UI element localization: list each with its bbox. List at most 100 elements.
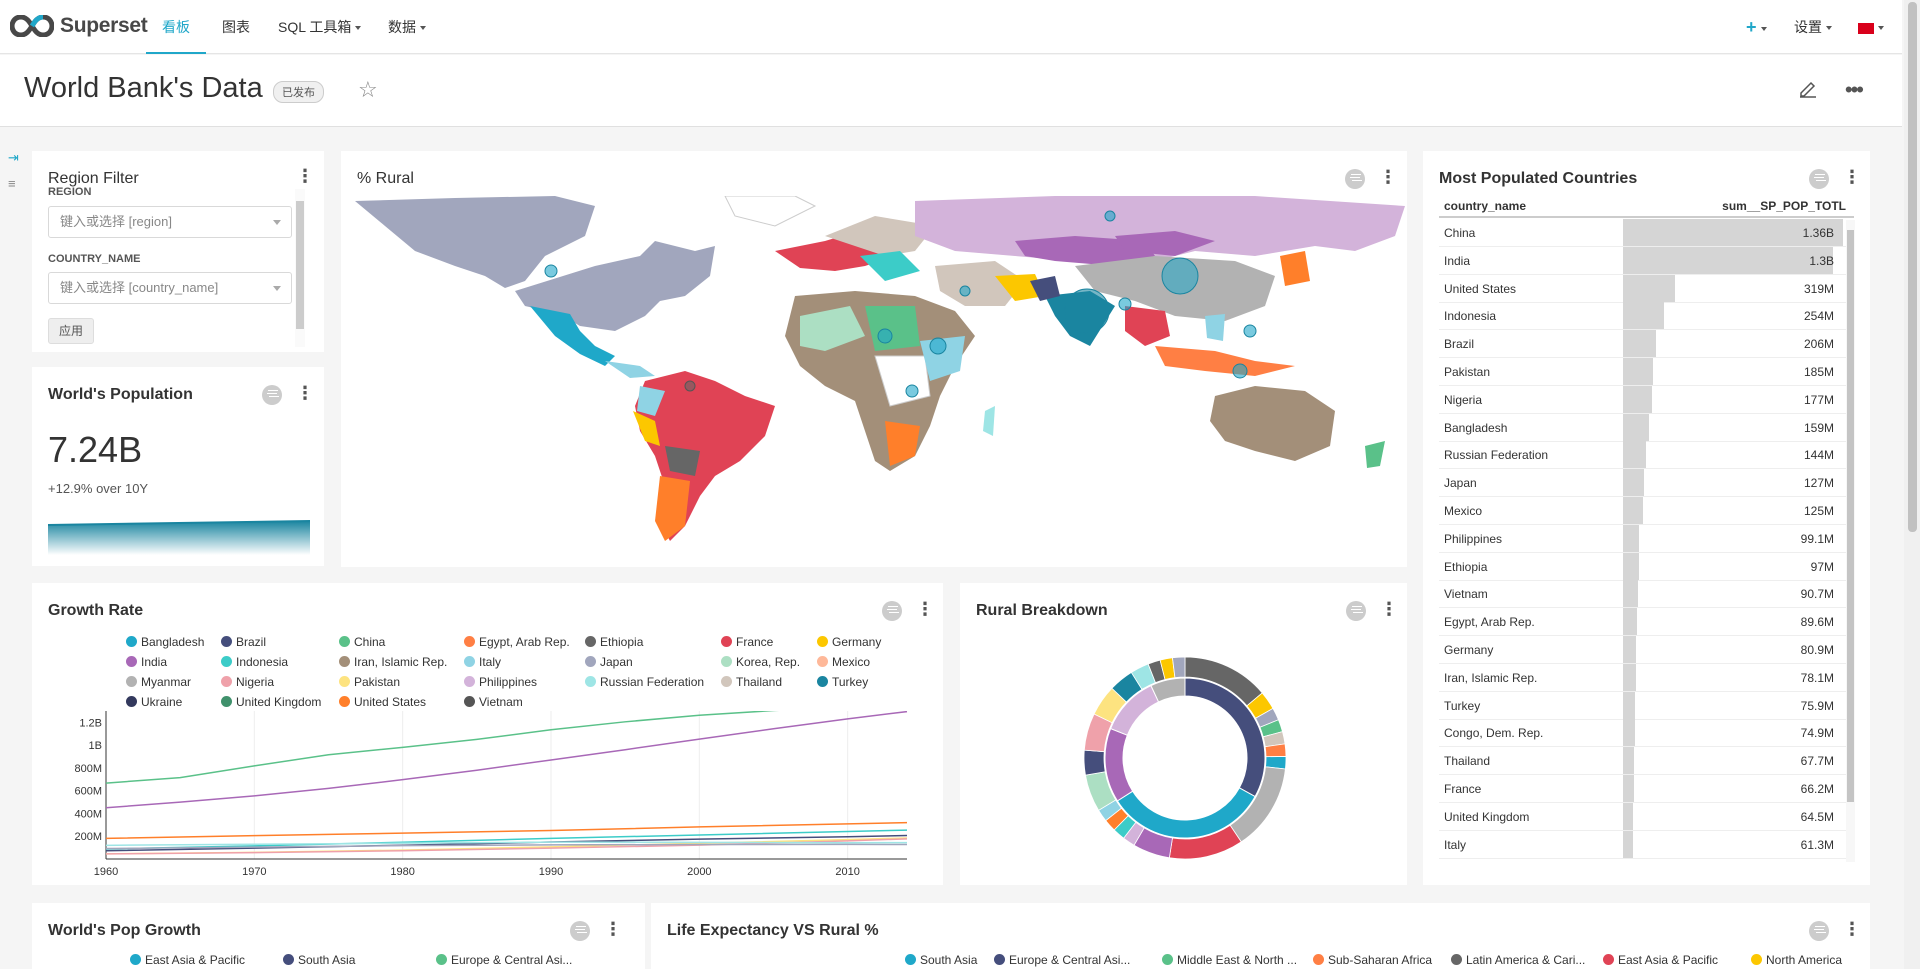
map-bubble-brazil[interactable] [684,380,696,392]
world-map[interactable] [355,196,1405,556]
legend-item[interactable]: East Asia & Pacific [130,953,245,967]
superset-logo[interactable]: Superset [10,14,148,38]
map-region-indonesia[interactable] [1155,346,1295,376]
nav-data[interactable]: 数据 [388,0,426,54]
nav-charts[interactable]: 图表 [222,19,250,35]
legend-item[interactable]: Vietnam [464,695,523,709]
table-row[interactable]: Bangladesh 159M [1439,413,1846,442]
growth-line-chart[interactable]: 1960 1970 1980 1990 2000 2010 1.2B 1B 800M 600M 40… [32,711,943,881]
map-region-central-america[interactable] [605,361,655,378]
map-region-new-zealand[interactable] [1365,441,1385,468]
map-region-middle-east[interactable] [935,261,1025,306]
new-menu[interactable]: + [1746,0,1767,54]
table-row[interactable]: Vietnam 90.7M [1439,580,1846,609]
legend-item[interactable]: Japan [585,655,633,669]
settings-menu[interactable]: 设置 [1794,0,1832,54]
dashboard-title[interactable]: World Bank's Data [24,72,263,104]
page-scrollbar[interactable] [1904,0,1920,969]
map-region-usa[interactable] [515,241,715,331]
table-row[interactable]: Philippines 99.1M [1439,524,1846,553]
table-row[interactable]: Mexico 125M [1439,497,1846,525]
country-name-select[interactable]: 键入或选择 [country_name] [48,272,292,304]
map-bubble-usa[interactable] [544,264,558,278]
table-row[interactable]: Iran, Islamic Rep. 78.1M [1439,663,1846,692]
table-row[interactable]: Russian Federation 144M [1439,441,1846,470]
legend-item[interactable]: India [126,655,167,669]
series-line-china[interactable] [105,711,907,784]
legend-item[interactable]: Korea, Rep. [721,655,800,669]
table-row[interactable]: India 1.3B [1439,246,1846,275]
card-menu-icon[interactable]: ⋮ [1843,167,1861,187]
map-bubble-indonesia[interactable] [1232,363,1248,379]
legend-item[interactable]: China [339,635,385,649]
published-badge[interactable]: 已发布 [273,81,324,103]
apply-button[interactable]: 应用 [48,318,94,344]
favorite-star-icon[interactable]: ☆ [358,77,378,102]
legend-item[interactable]: Ukraine [126,695,182,709]
map-region-australia[interactable] [1210,386,1335,461]
filter-indicator-icon[interactable] [262,385,282,405]
sunburst-outer-slice[interactable] [1083,749,1106,776]
legend-item[interactable]: Iran, Islamic Rep. [339,655,447,669]
region-select[interactable]: 键入或选择 [region] [48,206,292,238]
filter-scrollbar[interactable] [295,189,305,347]
map-region-west-africa[interactable] [800,306,865,351]
more-options-icon[interactable]: ••• [1844,77,1864,102]
map-region-mongolia[interactable] [1115,231,1215,256]
legend-item[interactable]: Ethiopia [585,635,643,649]
map-region-canada[interactable] [355,196,595,288]
legend-item[interactable]: United Kingdom [221,695,321,709]
sunburst-outer-slice[interactable] [1172,656,1186,679]
filter-indicator-icon[interactable] [1346,601,1366,621]
legend-item[interactable]: South Asia [283,953,355,967]
legend-item[interactable]: Thailand [721,675,782,689]
map-region-mexico[interactable] [530,306,615,366]
legend-item[interactable]: Turkey [817,675,868,689]
table-row[interactable]: Indonesia 254M [1439,302,1846,331]
table-row[interactable]: Thailand 67.7M [1439,747,1846,776]
map-region-europe-east[interactable] [860,251,920,281]
column-header-population[interactable]: sum__SP_POP_TOTL [1722,199,1846,213]
table-row[interactable]: Brazil 206M [1439,330,1846,359]
expand-filters-icon[interactable]: ⇥ [8,150,19,165]
map-region-bolivia[interactable] [665,446,700,476]
series-line-united-states[interactable] [105,821,908,840]
legend-item[interactable]: South Asia [905,953,977,967]
series-line-indonesia[interactable] [105,829,908,850]
table-scrollbar-thumb[interactable] [1847,230,1854,802]
legend-item[interactable]: Latin America & Cari... [1451,953,1585,967]
legend-item[interactable]: Europe & Central Asi... [436,953,572,967]
map-region-philippines[interactable] [1205,314,1225,341]
card-menu-icon[interactable]: ⋮ [1843,919,1861,939]
table-row[interactable]: Congo, Dem. Rep. 74.9M [1439,719,1846,748]
filter-icon[interactable]: ≡ [8,176,16,191]
map-bubble-russia[interactable] [1104,210,1116,222]
card-menu-icon[interactable]: ⋮ [296,383,314,403]
legend-item[interactable]: Bangladesh [126,635,204,649]
filter-indicator-icon[interactable] [570,921,590,941]
nav-sql-lab[interactable]: SQL 工具箱 [278,0,362,54]
card-menu-icon[interactable]: ⋮ [1379,167,1397,187]
filter-indicator-icon[interactable] [882,601,902,621]
sunburst-inner-slice[interactable] [1150,677,1186,703]
map-region-pakistan[interactable] [1030,276,1060,301]
map-region-south-africa[interactable] [885,421,920,466]
series-line-india[interactable] [105,711,908,809]
map-region-russia[interactable] [915,196,1405,266]
table-row[interactable]: China 1.36B [1439,219,1846,247]
table-row[interactable]: Egypt, Arab Rep. 89.6M [1439,608,1846,637]
card-menu-icon[interactable]: ⋮ [916,599,934,619]
edit-icon[interactable] [1798,78,1818,103]
card-menu-icon[interactable]: ⋮ [1380,599,1398,619]
legend-item[interactable]: Sub-Saharan Africa [1313,953,1432,967]
map-bubble-ethiopia[interactable] [929,337,947,355]
table-row[interactable]: Japan 127M [1439,469,1846,498]
map-bubble-nigeria[interactable] [877,328,893,344]
map-bubble-egypt[interactable] [959,285,971,297]
table-row[interactable]: Turkey 75.9M [1439,691,1846,720]
map-bubble-india[interactable] [1064,288,1110,334]
card-menu-icon[interactable]: ⋮ [604,919,622,939]
table-row[interactable]: United States 319M [1439,274,1846,303]
legend-item[interactable]: Brazil [221,635,266,649]
map-region-southeast-asia[interactable] [1125,306,1170,346]
